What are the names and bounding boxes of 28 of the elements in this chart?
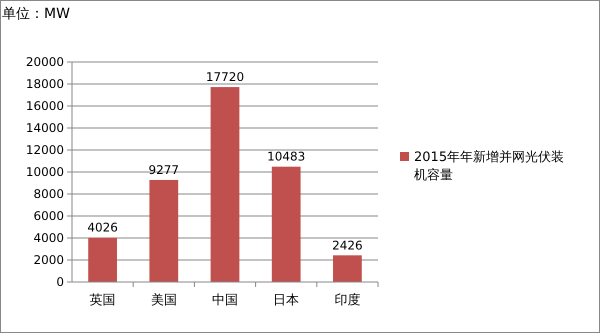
bar (333, 255, 362, 282)
bar (88, 238, 117, 282)
data-label: 9277 (148, 162, 180, 177)
x-tick-label: 英国 (90, 293, 116, 308)
legend-label: 2015年年新增并网光伏装机容量 (414, 150, 564, 183)
data-label: 4026 (87, 220, 118, 235)
data-label: 2426 (332, 238, 363, 252)
bar (210, 87, 240, 282)
bar (272, 166, 301, 282)
data-label: 17720 (206, 70, 244, 84)
y-tick-label: 12000 (26, 143, 64, 158)
y-tick-label: 0 (56, 275, 64, 290)
y-tick-label: 18000 (26, 77, 64, 92)
y-tick-label: 4000 (33, 231, 64, 246)
x-tick-label: 中国 (212, 293, 238, 308)
x-tick-label: 印度 (334, 292, 360, 308)
x-tick-label: 日本 (273, 293, 300, 308)
y-tick-label: 16000 (26, 99, 64, 114)
bar (149, 180, 178, 282)
y-tick-label: 8000 (33, 187, 64, 202)
chart-title: 单位：MW (2, 6, 70, 22)
y-tick-label: 20000 (26, 55, 64, 70)
y-tick-label: 6000 (33, 209, 64, 224)
y-tick-label: 10000 (26, 165, 64, 180)
y-tick-label: 2000 (33, 253, 64, 268)
x-tick-label: 美国 (150, 292, 177, 308)
y-tick-label: 14000 (26, 121, 64, 136)
data-label: 10483 (267, 150, 306, 164)
